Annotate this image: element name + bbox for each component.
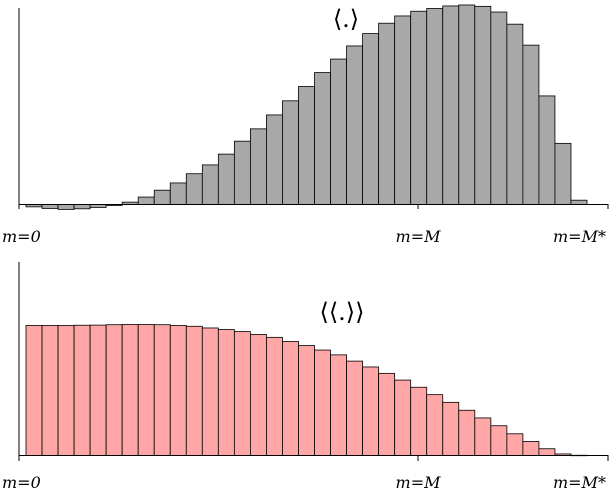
- histogram-bar: [490, 425, 508, 456]
- histogram-bar: [249, 334, 267, 456]
- histogram-bar: [538, 95, 556, 205]
- histogram-bar: [41, 204, 59, 209]
- histogram-bar: [266, 114, 283, 205]
- histogram-bar: [522, 441, 540, 456]
- histogram-bar: [314, 349, 331, 456]
- histogram-bar: [201, 327, 219, 456]
- histogram-bar: [394, 379, 412, 456]
- chart-title-bottom: ⟨⟨.⟩⟩: [319, 298, 364, 326]
- histogram-bar: [153, 324, 171, 456]
- histogram-bar: [362, 366, 380, 456]
- histogram-bar: [506, 433, 524, 456]
- histogram-bar: [121, 324, 139, 456]
- histogram-bar: [217, 153, 235, 205]
- x-label-mM-bottom: m=M: [396, 473, 442, 491]
- histogram-bar: [442, 401, 460, 456]
- histogram-bar: [570, 199, 588, 205]
- histogram-bar: [410, 10, 428, 205]
- double-average-histogram-bars: [25, 324, 588, 457]
- histogram-bar: [89, 324, 107, 456]
- histogram-bar: [442, 5, 460, 205]
- histogram-bar: [298, 86, 315, 205]
- histogram-bar: [490, 11, 508, 205]
- histogram-bar: [217, 329, 235, 456]
- histogram-bar: [506, 23, 524, 205]
- histogram-bar: [266, 336, 283, 456]
- x-label-mMstar-bottom: m=M*: [553, 473, 606, 491]
- histogram-bar: [330, 354, 347, 456]
- x-label-m0-top: m=0: [2, 227, 41, 246]
- histogram-bar: [426, 8, 444, 205]
- histogram-bar: [346, 45, 364, 205]
- histogram-bar: [346, 360, 364, 456]
- histogram-bar: [426, 394, 444, 456]
- histogram-bar: [314, 72, 331, 205]
- histogram-bar: [362, 33, 380, 205]
- histogram-bar: [474, 5, 492, 205]
- x-label-mMstar-top: m=M*: [553, 227, 606, 246]
- histogram-bar: [378, 22, 396, 205]
- histogram-bar: [282, 341, 299, 456]
- histogram-bar: [41, 325, 59, 456]
- histogram-bar: [105, 324, 123, 456]
- histogram-bar: [73, 204, 91, 210]
- histogram-bar: [57, 325, 75, 456]
- histogram-bar: [137, 196, 155, 205]
- histogram-bar: [137, 324, 155, 456]
- histogram-bar: [185, 173, 203, 205]
- histogram-bar: [522, 44, 540, 205]
- average-histogram-panel: ⟨.⟩ m=0 m=M m=M*: [2, 4, 609, 246]
- x-label-m0-bottom: m=0: [2, 473, 41, 491]
- histogram-bar: [169, 182, 187, 205]
- histogram-bar: [394, 15, 412, 205]
- histogram-bar: [538, 448, 556, 456]
- histogram-bar: [233, 140, 251, 205]
- chart-title-top: ⟨.⟩: [333, 5, 359, 33]
- histogram-bar: [169, 325, 187, 456]
- histogram-bar: [282, 100, 299, 205]
- histogram-bar: [330, 58, 347, 205]
- histogram-bar: [25, 325, 43, 456]
- histogram-bar: [201, 164, 219, 205]
- histogram-bar: [378, 372, 396, 456]
- histogram-bar: [474, 417, 492, 456]
- histogram-bar: [458, 4, 476, 205]
- histogram-bar: [153, 189, 171, 205]
- histogram-bar: [458, 409, 476, 456]
- average-histogram-bars: [25, 4, 588, 210]
- histogram-bar: [554, 142, 572, 205]
- double-average-histogram-panel: ⟨⟨.⟩⟩ m=0 m=M m=M*: [2, 262, 609, 491]
- histogram-bar: [185, 325, 203, 456]
- histogram-bar: [73, 324, 91, 456]
- histogram-bar: [410, 386, 428, 456]
- histogram-bar: [57, 204, 75, 210]
- histogram-bar: [249, 128, 267, 205]
- histogram-bar: [298, 345, 315, 456]
- histogram-bar: [233, 331, 251, 456]
- x-label-mM-top: m=M: [396, 227, 442, 246]
